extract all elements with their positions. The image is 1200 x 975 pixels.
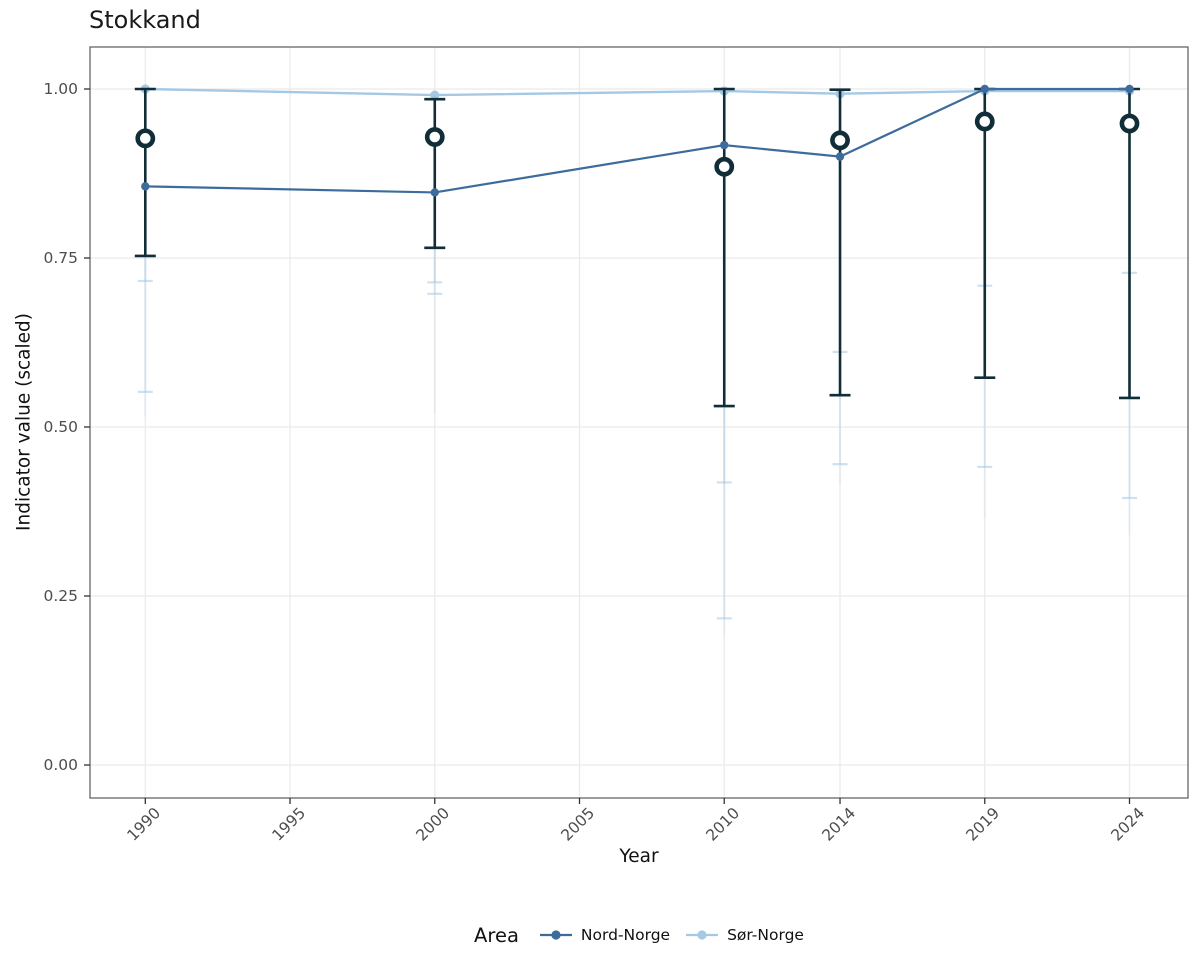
point-nord-norge [430, 188, 439, 197]
point-nord-norge [720, 140, 729, 150]
point-nord-norge [141, 182, 150, 191]
line-nord-norge [145, 87, 1130, 194]
y-tick-label: 0.75 [43, 249, 78, 267]
point-nord-norge [980, 84, 989, 94]
ring-marker [830, 130, 850, 151]
legend-key-nord [539, 930, 572, 940]
y-tick-label: 0.25 [43, 587, 78, 605]
y-tick-label: 0.00 [43, 756, 78, 774]
ring-marker [1119, 113, 1140, 134]
legend-key-sor [686, 930, 719, 940]
ring-marker [424, 127, 445, 147]
ring-marker [974, 111, 995, 132]
legend-title: Area [474, 923, 519, 947]
legend-label-nord: Nord-Norge [580, 926, 671, 944]
ring-marker [135, 128, 156, 149]
point-nord-norge [835, 152, 845, 161]
legend: Area Nord-Norge Sør-Norge [39, 918, 1200, 952]
panel-border [89, 46, 1189, 799]
ring-marker [714, 156, 735, 177]
legend-item-nord-norge: Nord-Norge [539, 926, 670, 944]
chart-title: Stokkand [89, 6, 201, 34]
point-nord-norge [1125, 84, 1134, 94]
legend-item-sor-norge: Sør-Norge [685, 926, 804, 944]
legend-label-sor: Sør-Norge [727, 926, 804, 944]
line-sor-norge [145, 87, 1130, 97]
point-sor-norge [430, 90, 440, 100]
y-tick-label: 1.00 [43, 80, 78, 98]
y-tick-label: 0.50 [43, 418, 78, 436]
x-axis-title: Year [619, 846, 659, 867]
